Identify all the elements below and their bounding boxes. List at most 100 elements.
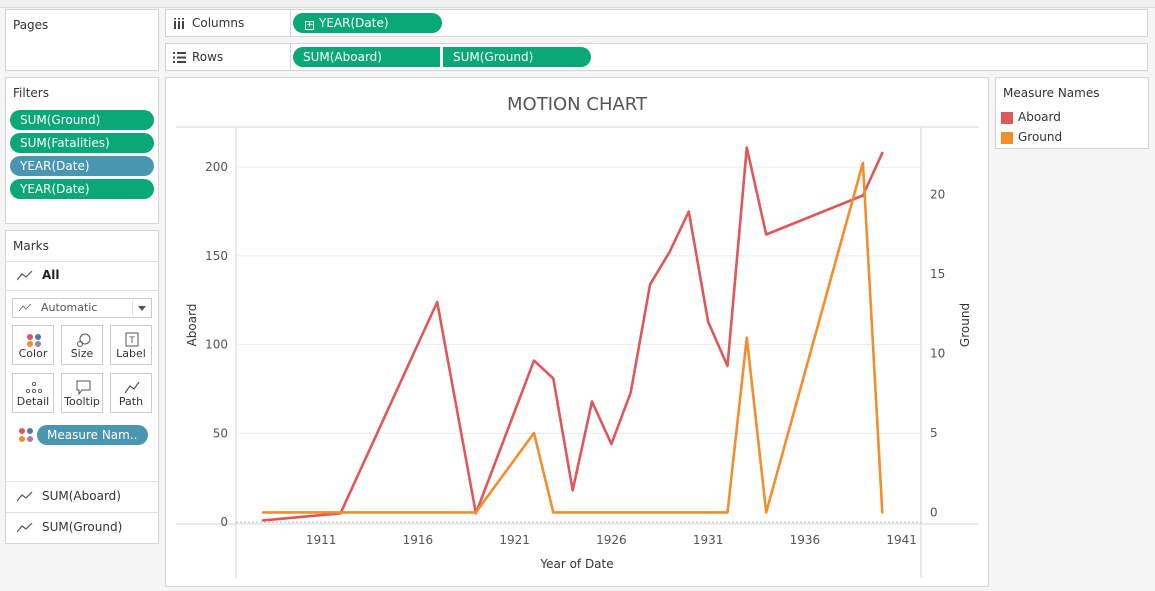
tooltip-icon bbox=[76, 380, 91, 396]
x-tick-label: 1931 bbox=[693, 533, 724, 547]
tooltip-button[interactable]: Tooltip bbox=[61, 373, 103, 413]
rows-shelf[interactable]: Rows SUM(Aboard) SUM(Ground) bbox=[165, 43, 1148, 71]
color-button-label: Color bbox=[18, 347, 48, 360]
filter-pill-label: YEAR(Date) bbox=[20, 159, 90, 173]
marks-card-label: SUM(Ground) bbox=[42, 520, 123, 534]
label-icon: T bbox=[125, 332, 139, 347]
divider bbox=[6, 481, 158, 482]
expand-plus-icon[interactable]: + bbox=[305, 20, 314, 30]
y-right-tick-label: 15 bbox=[930, 267, 945, 281]
rows-icon bbox=[173, 52, 186, 63]
divider bbox=[6, 261, 158, 262]
filters-title: Filters bbox=[13, 86, 49, 100]
marks-all-card[interactable]: All bbox=[6, 262, 158, 290]
legend-panel: Measure Names Aboard Ground bbox=[995, 77, 1149, 149]
color-encoding-icon bbox=[19, 428, 33, 442]
detail-button[interactable]: Detail bbox=[12, 373, 54, 413]
x-tick-label: 1921 bbox=[499, 533, 530, 547]
size-button[interactable]: Size bbox=[61, 325, 103, 365]
y-left-tick-label: 0 bbox=[220, 515, 228, 529]
rows-pill-aboard[interactable]: SUM(Aboard) bbox=[293, 47, 440, 67]
x-tick-label: 1936 bbox=[790, 533, 821, 547]
y-left-tick-label: 200 bbox=[205, 160, 228, 174]
columns-shelf[interactable]: Columns + YEAR(Date) bbox=[165, 9, 1148, 37]
path-icon bbox=[124, 381, 140, 394]
color-button[interactable]: Color bbox=[12, 325, 54, 365]
legend-title: Measure Names bbox=[1003, 86, 1100, 100]
legend-swatch-aboard bbox=[1001, 112, 1013, 124]
legend-label-ground: Ground bbox=[1018, 130, 1063, 144]
columns-label-area: Columns bbox=[166, 10, 291, 36]
line-mark-icon bbox=[19, 304, 32, 312]
y-right-tick-label: 10 bbox=[930, 347, 945, 361]
label-button-label: Label bbox=[116, 347, 146, 360]
y-right-tick-label: 20 bbox=[930, 188, 945, 202]
marks-color-pill-label: Measure Nam.. bbox=[47, 428, 138, 442]
line-mark-icon bbox=[17, 492, 33, 502]
series-line-aboard bbox=[261, 146, 884, 522]
rows-pill-ground-label: SUM(Ground) bbox=[453, 50, 534, 64]
x-tick-label: 1911 bbox=[306, 533, 337, 547]
columns-icon bbox=[174, 18, 184, 29]
marks-all-label: All bbox=[42, 268, 60, 282]
x-tick-label: 1941 bbox=[886, 533, 917, 547]
mark-type-select[interactable]: Automatic bbox=[12, 298, 152, 318]
marks-card-sum-ground[interactable]: SUM(Ground) bbox=[6, 513, 158, 543]
marks-title: Marks bbox=[13, 239, 49, 253]
y-left-axis-title: Aboard bbox=[185, 304, 199, 347]
pages-panel[interactable]: Pages bbox=[5, 9, 159, 71]
top-strip bbox=[0, 0, 1155, 8]
path-button-label: Path bbox=[118, 395, 144, 408]
marks-card-label: SUM(Aboard) bbox=[42, 489, 121, 503]
chevron-down-icon[interactable] bbox=[138, 306, 146, 311]
filters-panel: Filters SUM(Ground) SUM(Fatalities) YEAR… bbox=[5, 77, 159, 224]
filter-pill-label: SUM(Ground) bbox=[20, 113, 101, 127]
filter-pill-label: YEAR(Date) bbox=[20, 182, 90, 196]
view-panel[interactable]: MOTION CHART 0 50 100 150 200 0 5 10 15 20 1911 1916… bbox=[165, 77, 989, 587]
rows-pill-ground[interactable]: SUM(Ground) bbox=[443, 47, 591, 67]
filter-pill-label: SUM(Fatalities) bbox=[20, 136, 110, 150]
filter-pill-sum-fatalities[interactable]: SUM(Fatalities) bbox=[10, 133, 154, 153]
legend-swatch-ground bbox=[1001, 132, 1013, 144]
label-button[interactable]: T Label bbox=[110, 325, 152, 365]
path-button[interactable]: Path bbox=[110, 373, 152, 413]
marks-card-sum-aboard[interactable]: SUM(Aboard) bbox=[6, 482, 158, 512]
color-icon bbox=[27, 334, 41, 347]
x-tick-label: 1916 bbox=[403, 533, 434, 547]
line-mark-icon bbox=[17, 271, 33, 281]
tooltip-button-label: Tooltip bbox=[64, 395, 100, 408]
filter-pill-sum-ground[interactable]: SUM(Ground) bbox=[10, 110, 154, 130]
pages-title: Pages bbox=[13, 18, 49, 32]
detail-button-label: Detail bbox=[16, 395, 50, 408]
y-right-tick-label: 0 bbox=[930, 505, 938, 519]
series-line-ground bbox=[261, 161, 884, 514]
detail-icon bbox=[25, 381, 43, 394]
y-right-axis-title: Ground bbox=[958, 303, 972, 347]
divider bbox=[6, 512, 158, 513]
legend-item-aboard[interactable]: Aboard bbox=[1001, 110, 1141, 126]
legend-item-ground[interactable]: Ground bbox=[1001, 130, 1141, 146]
legend-label-aboard: Aboard bbox=[1018, 110, 1061, 124]
marks-color-pill-measure-names[interactable]: Measure Nam.. bbox=[37, 425, 148, 445]
chart-title: MOTION CHART bbox=[507, 94, 648, 115]
motion-chart[interactable]: MOTION CHART 0 50 100 150 200 0 5 10 15 20 1911 1916… bbox=[166, 78, 988, 586]
columns-pill-year[interactable]: + YEAR(Date) bbox=[293, 13, 442, 33]
filter-pill-year-date-discrete[interactable]: YEAR(Date) bbox=[10, 156, 154, 176]
marks-panel: Marks All Automatic Color Size T bbox=[5, 230, 159, 544]
x-tick-label: 1926 bbox=[596, 533, 627, 547]
filter-pill-year-date[interactable]: YEAR(Date) bbox=[10, 179, 154, 199]
y-right-tick-label: 5 bbox=[930, 426, 938, 440]
y-left-tick-label: 50 bbox=[213, 426, 228, 440]
line-mark-icon bbox=[17, 523, 33, 533]
svg-text:T: T bbox=[128, 336, 135, 346]
divider bbox=[6, 290, 158, 291]
columns-pill-label: YEAR(Date) bbox=[319, 16, 389, 30]
rows-label: Rows bbox=[192, 50, 224, 64]
y-left-tick-label: 150 bbox=[205, 249, 228, 263]
x-axis-title: Year of Date bbox=[539, 557, 613, 571]
rows-label-area: Rows bbox=[166, 44, 291, 70]
y-left-tick-label: 100 bbox=[205, 338, 228, 352]
dropdown-divider bbox=[132, 301, 133, 315]
rows-pill-aboard-label: SUM(Aboard) bbox=[303, 50, 382, 64]
mark-type-value: Automatic bbox=[41, 301, 98, 314]
